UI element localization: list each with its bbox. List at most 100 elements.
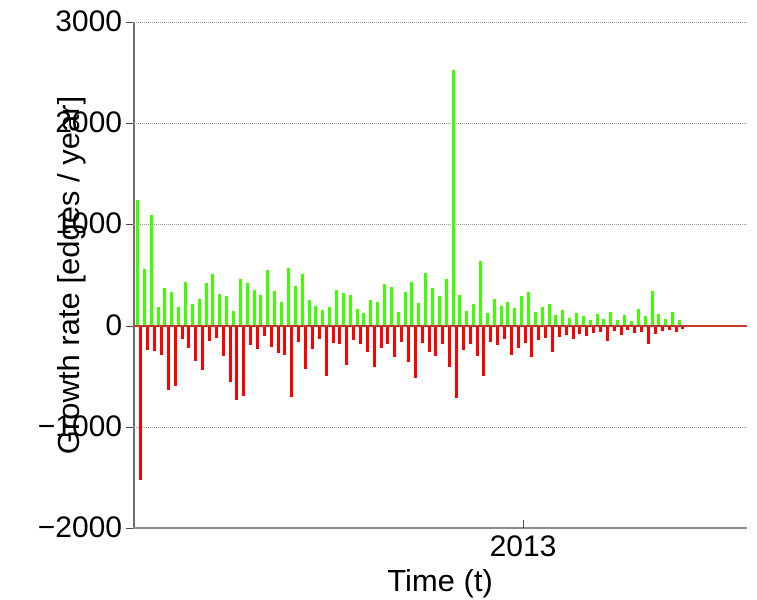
bar	[458, 295, 462, 326]
x-axis-title: Time (t)	[387, 563, 493, 598]
bar	[358, 325, 362, 344]
bar	[163, 288, 167, 326]
bar	[420, 325, 424, 343]
bar	[355, 309, 359, 326]
bar	[602, 318, 606, 326]
bar	[588, 319, 592, 326]
bar	[653, 325, 657, 334]
bar	[338, 325, 342, 344]
gridline	[133, 224, 747, 226]
bar	[406, 325, 410, 363]
bar	[578, 325, 582, 334]
bar	[328, 307, 332, 326]
bar	[520, 296, 524, 326]
bar	[599, 325, 603, 332]
bar	[581, 316, 585, 326]
bar	[372, 325, 376, 368]
bar	[146, 325, 150, 350]
bar	[629, 320, 633, 326]
bar	[348, 295, 352, 326]
bar	[156, 307, 160, 326]
bar	[379, 325, 383, 348]
bar	[249, 325, 253, 345]
y-tick-label: 1000	[55, 207, 122, 241]
bar	[564, 325, 568, 335]
bar	[276, 325, 280, 353]
bar	[180, 325, 184, 339]
bar	[139, 325, 143, 481]
bar	[245, 283, 249, 326]
bar	[317, 325, 321, 339]
bar	[551, 325, 555, 352]
bar	[304, 325, 308, 370]
zero-baseline	[133, 324, 747, 327]
bar	[413, 325, 417, 379]
bar	[623, 315, 627, 326]
bar	[184, 282, 188, 326]
bar	[400, 325, 404, 342]
gridline	[133, 123, 747, 125]
plot-area: 3000 2000 1000 0 −1000 −2000 2013	[38, 7, 747, 562]
y-tick-label: 2000	[55, 106, 122, 140]
bar-series	[133, 22, 747, 528]
bar	[595, 314, 599, 326]
bar	[585, 325, 589, 336]
bar	[434, 325, 438, 356]
bar	[667, 325, 671, 330]
bar	[173, 325, 177, 387]
bar	[468, 325, 472, 344]
bar	[238, 279, 242, 326]
bar	[643, 316, 647, 326]
bar	[674, 325, 678, 332]
y-tick-label: −1000	[37, 409, 122, 443]
bar	[382, 284, 386, 326]
bar	[557, 325, 561, 337]
bar	[592, 325, 596, 333]
bar	[393, 325, 397, 357]
bar	[225, 296, 229, 326]
bar	[389, 287, 393, 326]
bar	[516, 325, 520, 348]
bar	[153, 325, 157, 351]
bar	[472, 304, 476, 326]
bar	[214, 325, 218, 338]
bar	[492, 299, 496, 326]
y-tick-mark	[126, 325, 133, 327]
bar	[530, 325, 534, 357]
bar	[194, 325, 198, 361]
bar	[190, 304, 194, 326]
bar	[444, 279, 448, 326]
y-tick-label: −2000	[37, 511, 122, 544]
bar	[640, 325, 644, 332]
bar	[454, 325, 458, 399]
bar	[523, 325, 527, 343]
bar	[677, 319, 681, 326]
bar	[252, 290, 256, 326]
bar	[187, 325, 191, 348]
bar	[485, 313, 489, 326]
y-tick-mark	[126, 224, 133, 226]
bar	[660, 325, 664, 331]
bar	[475, 325, 479, 356]
bar	[647, 325, 651, 344]
bar	[290, 325, 294, 398]
bar	[479, 260, 482, 326]
bar	[310, 325, 314, 349]
bar	[561, 310, 565, 326]
gridline	[133, 426, 747, 428]
bar	[321, 310, 325, 326]
bar	[136, 200, 139, 326]
bar	[386, 325, 390, 344]
bar	[533, 312, 537, 326]
bar	[482, 325, 486, 377]
bar	[307, 300, 311, 326]
bar	[650, 291, 654, 326]
bar	[273, 291, 277, 326]
bar	[269, 325, 273, 347]
y-tick-mark	[126, 22, 133, 23]
bar	[417, 303, 421, 326]
bar	[228, 325, 232, 383]
bar	[437, 296, 441, 326]
bar	[365, 325, 369, 352]
bar	[324, 325, 328, 377]
